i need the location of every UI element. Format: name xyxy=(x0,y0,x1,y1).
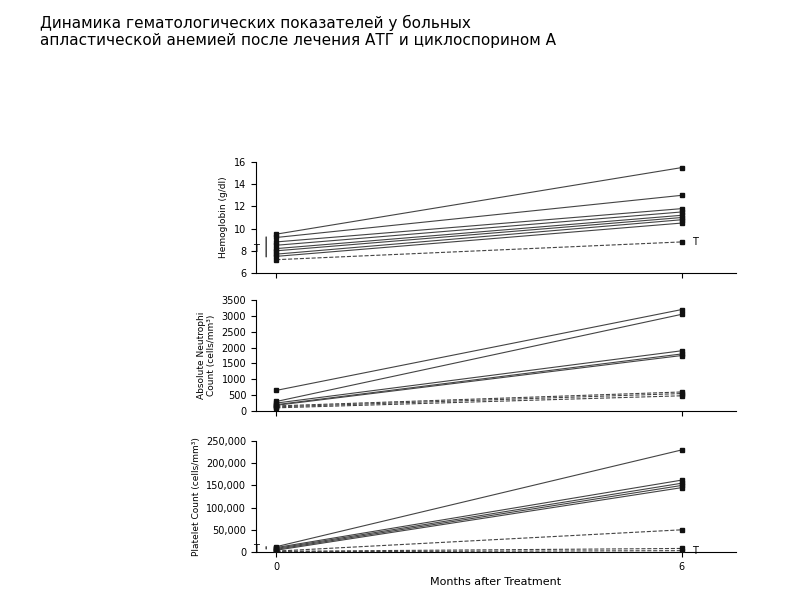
X-axis label: Months after Treatment: Months after Treatment xyxy=(430,577,562,587)
Text: T: T xyxy=(692,545,698,556)
Y-axis label: Hemoglobin (g/dl): Hemoglobin (g/dl) xyxy=(219,176,228,259)
Text: Динамика гематологических показателей у больных: Динамика гематологических показателей у … xyxy=(40,15,471,31)
Y-axis label: Absolute Neutrophi
Count (cells/mm³): Absolute Neutrophi Count (cells/mm³) xyxy=(197,312,216,399)
Text: T: T xyxy=(254,244,259,254)
Text: T: T xyxy=(692,237,698,247)
Y-axis label: Platelet Count (cells/mm³): Platelet Count (cells/mm³) xyxy=(191,437,201,556)
Text: апластической анемией после лечения АТГ и циклоспорином А: апластической анемией после лечения АТГ … xyxy=(40,33,556,48)
Text: T: T xyxy=(254,544,259,554)
